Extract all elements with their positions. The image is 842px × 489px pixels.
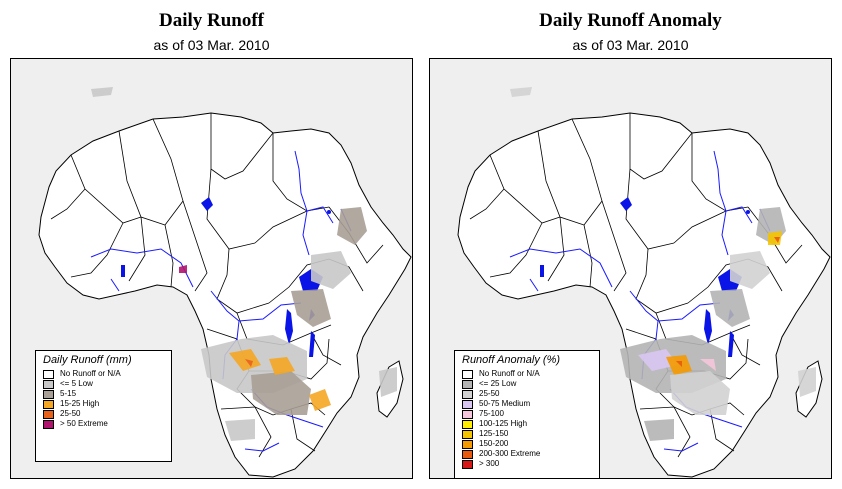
map-date: as of 03 Mar. 2010 (572, 37, 689, 53)
legend-label: 50-75 Medium (479, 399, 531, 408)
runoff-map: Daily Runoff (mm) No Runoff or N/A <= 5 L… (10, 58, 413, 479)
legend-swatch (462, 419, 473, 429)
runoff-shading (91, 87, 397, 441)
legend-label: 125-150 (479, 429, 509, 438)
legend-swatch (43, 399, 54, 409)
legend-swatch (462, 449, 473, 459)
legend-title: Daily Runoff (mm) (43, 354, 132, 366)
legend-swatch (462, 459, 473, 469)
legend-label: 100-125 High (479, 419, 528, 428)
legend-item: 15-25 High (36, 399, 171, 409)
legend-label: 75-100 (479, 409, 504, 418)
legend-item: 5-15 (36, 389, 171, 399)
map-date: as of 03 Mar. 2010 (153, 37, 270, 53)
legend-swatch (462, 429, 473, 439)
anomaly-legend: Runoff Anomaly (%) No Runoff or N/A <= 25… (454, 350, 600, 478)
legend-item: <= 25 Low (455, 379, 599, 389)
legend-label: 5-15 (60, 389, 77, 398)
legend-swatch (43, 409, 54, 419)
map-title: Daily Runoff (158, 10, 265, 31)
legend-swatch (462, 439, 473, 449)
runoff-anomaly-panel: Daily Runoff Anomaly as of 03 Mar. 2010 (425, 0, 836, 489)
legend-item: 25-50 (36, 409, 171, 419)
legend-swatch (43, 389, 54, 399)
legend-label: 15-25 High (60, 399, 100, 408)
legend-item: > 300 (455, 459, 599, 469)
legend-label: 200-300 Extreme (479, 449, 541, 458)
legend-item: 75-100 (455, 409, 599, 419)
legend-rows: No Runoff or N/A <= 25 Low 25-50 50-75 Medi… (455, 369, 599, 469)
legend-swatch (462, 399, 473, 409)
anomaly-map: Runoff Anomaly (%) No Runoff or N/A <= 25… (429, 58, 832, 479)
legend-item: No Runoff or N/A (455, 369, 599, 379)
legend-swatch (462, 389, 473, 399)
daily-runoff-panel: Daily Runoff as of 03 Mar. 2010 (6, 0, 417, 489)
legend-swatch (43, 369, 54, 379)
legend-swatch (43, 419, 54, 429)
legend-label: 25-50 (479, 389, 500, 398)
legend-swatch (43, 379, 54, 389)
legend-swatch (462, 409, 473, 419)
legend-item: No Runoff or N/A (36, 369, 171, 379)
legend-item: 25-50 (455, 389, 599, 399)
legend-item: <= 5 Low (36, 379, 171, 389)
legend-label: 150-200 (479, 439, 509, 448)
legend-item: 100-125 High (455, 419, 599, 429)
legend-swatch (462, 369, 473, 379)
legend-label: <= 5 Low (60, 379, 93, 388)
legend-label: <= 25 Low (479, 379, 517, 388)
legend-label: No Runoff or N/A (60, 369, 121, 378)
legend-label: 25-50 (60, 409, 81, 418)
legend-title: Runoff Anomaly (%) (462, 354, 561, 366)
legend-label: > 50 Extreme (60, 419, 108, 428)
legend-item: 200-300 Extreme (455, 449, 599, 459)
legend-item: 125-150 (455, 429, 599, 439)
legend-swatch (462, 379, 473, 389)
anomaly-shading (510, 87, 816, 441)
runoff-legend: Daily Runoff (mm) No Runoff or N/A <= 5 L… (35, 350, 172, 462)
legend-item: > 50 Extreme (36, 419, 171, 429)
legend-label: > 300 (479, 459, 500, 468)
legend-label: No Runoff or N/A (479, 369, 540, 378)
legend-rows: No Runoff or N/A <= 5 Low 5-15 15-25 High 25… (36, 369, 171, 429)
legend-item: 50-75 Medium (455, 399, 599, 409)
legend-item: 150-200 (455, 439, 599, 449)
map-title: Daily Runoff Anomaly (539, 10, 722, 31)
